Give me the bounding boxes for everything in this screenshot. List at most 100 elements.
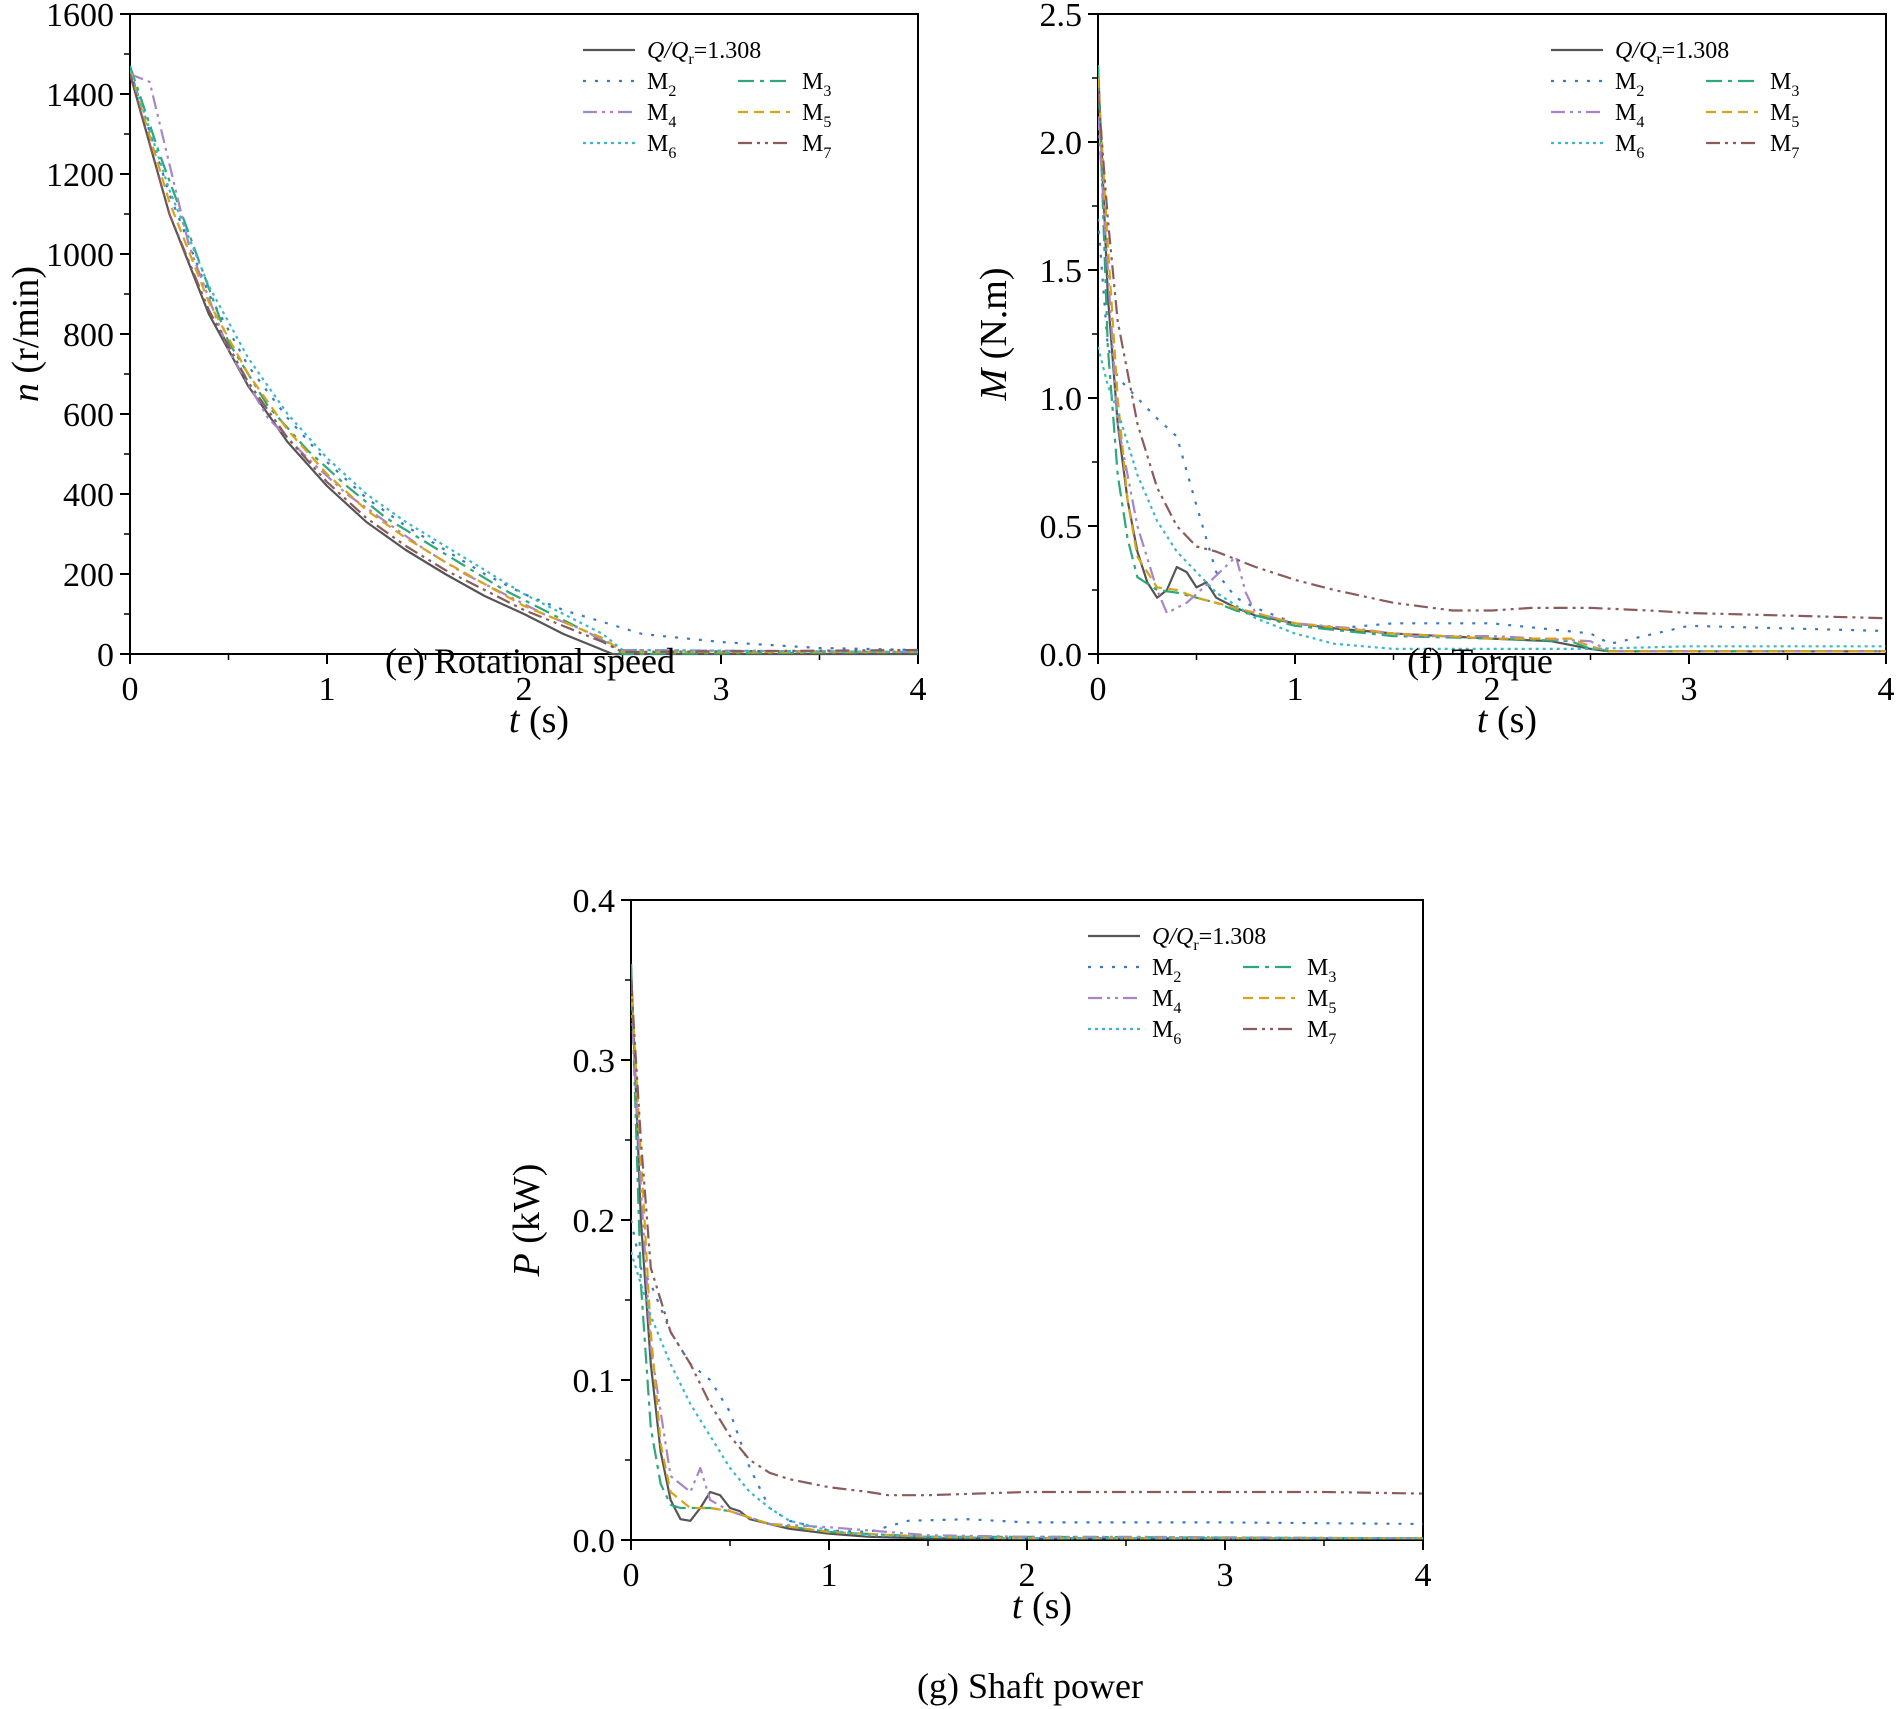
y-tick-label: 800: [63, 317, 114, 354]
y-tick-label: 2.5: [1040, 0, 1083, 34]
torque-chart-svg: 0 1 2 3 4 0.0 0.5 1.0 1.5 2.0 2.5 t (s) M (N.m) Q/Qr=…: [973, 0, 1895, 741]
y-tick-label: 200: [63, 557, 114, 594]
series-line-q: [631, 963, 1423, 1540]
y-tick-label: 0.0: [573, 1523, 616, 1560]
chart-panel-torque: 0 1 2 3 4 0.0 0.5 1.0 1.5 2.0 2.5 t (s) M (N.m) Q/Qr=…: [960, 0, 1900, 760]
legend-label-m2: M2: [1152, 955, 1181, 986]
y-tick-label: 0: [97, 637, 114, 674]
y-axis-title: n (r/min): [5, 266, 47, 402]
legend-label-m6: M6: [1615, 131, 1644, 162]
legend-label-m7: M7: [1770, 131, 1799, 162]
series-line-m7: [1098, 90, 1887, 620]
legend-label-m4: M4: [1152, 986, 1181, 1017]
y-tick-label: 1.0: [1040, 381, 1083, 418]
series-line-m2: [1098, 218, 1887, 645]
series-line-m3: [1098, 65, 1886, 653]
series-group: [631, 963, 1424, 1540]
y-axis-title: M (N.m): [973, 268, 1015, 402]
y-tick-label: 1.5: [1040, 253, 1083, 290]
y-tick-label: 0.0: [1040, 637, 1083, 674]
caption-torque: (f) Torque: [1407, 641, 1553, 681]
legend-label-m5: M5: [1770, 100, 1799, 131]
caption-power: (g) Shaft power: [917, 1666, 1143, 1706]
plot-frame: [630, 899, 1424, 1541]
x-tick-label: 1: [1287, 671, 1304, 708]
series-line-m3: [130, 65, 919, 656]
series-line-m7: [631, 979, 1424, 1497]
y-tick-label: 1600: [46, 0, 114, 34]
series-line-m5: [631, 979, 1423, 1540]
plot-frame: [1097, 13, 1887, 655]
series-group: [1098, 65, 1887, 653]
series-group: [130, 65, 919, 656]
series-line-m6: [130, 69, 919, 654]
speed-chart-svg: 0 1 2 3 4 0 200 400 600 800 1000 1200 1400 1600 t (s) n…: [5, 0, 927, 741]
series-line-m7: [130, 73, 919, 654]
y-tick-label: 1200: [46, 157, 114, 194]
legend-label-m2: M2: [647, 69, 676, 100]
series-line-m2: [130, 69, 919, 652]
series-line-m4: [1098, 116, 1886, 653]
y-tick-label: 0.5: [1040, 509, 1083, 546]
series-line-m6: [1098, 346, 1886, 651]
y-tick-label: 1400: [46, 77, 114, 114]
series-line-m3: [631, 963, 1424, 1540]
x-tick-label: 2: [1019, 1557, 1036, 1594]
legend-label-q: Q/Qr=1.308: [647, 38, 761, 68]
legend-label-m2: M2: [1615, 69, 1644, 100]
series-line-m6: [631, 1251, 1423, 1540]
legend-label-m3: M3: [1770, 69, 1799, 100]
plot-frame: [129, 13, 919, 655]
x-tick-label: 3: [1217, 1557, 1234, 1594]
y-tick-label: 1000: [46, 237, 114, 274]
x-tick-label: 0: [122, 671, 139, 708]
legend-label-m3: M3: [802, 69, 831, 100]
x-axis-title: t (s): [509, 699, 569, 741]
legend-label-m7: M7: [802, 131, 831, 162]
legend-label-m5: M5: [1307, 986, 1336, 1017]
y-tick-label: 0.2: [573, 1203, 616, 1240]
x-tick-label: 0: [623, 1557, 640, 1594]
y-tick-label: 600: [63, 397, 114, 434]
series-line-m5: [1098, 77, 1886, 653]
legend-label-m7: M7: [1307, 1017, 1336, 1048]
y-axis-title: P (kW): [506, 1164, 548, 1278]
series-line-m4: [631, 995, 1424, 1540]
x-tick-label: 4: [1415, 1557, 1432, 1594]
power-chart-svg: 0 1 2 3 4 0.0 0.1 0.2 0.3 0.4 t (s) P (kW) Q/Qr=1.30…: [506, 883, 1432, 1627]
x-tick-label: 3: [1681, 671, 1698, 708]
legend-label-m3: M3: [1307, 955, 1336, 986]
legend-label-m6: M6: [1152, 1017, 1181, 1048]
chart-panel-power: 0 1 2 3 4 0.0 0.1 0.2 0.3 0.4 t (s) P (kW) Q/Qr=1.30…: [504, 883, 1444, 1645]
legend-label-m6: M6: [647, 131, 676, 162]
x-tick-label: 4: [1878, 671, 1895, 708]
x-tick-label: 0: [1090, 671, 1107, 708]
chart-panel-speed: 0 1 2 3 4 0 200 400 600 800 1000 1200 1400 1600 t (s) n…: [0, 0, 940, 760]
series-line-m4: [130, 72, 919, 654]
caption-speed: (e) Rotational speed: [385, 641, 675, 681]
series-line-m2: [631, 1219, 1424, 1534]
y-tick-label: 0.1: [573, 1363, 616, 1400]
series-line-q: [1098, 65, 1886, 653]
legend-label-m5: M5: [802, 100, 831, 131]
legend-label-m4: M4: [1615, 100, 1644, 131]
legend-label-m4: M4: [647, 100, 676, 131]
x-tick-label: 1: [319, 671, 336, 708]
y-tick-label: 0.4: [573, 883, 616, 920]
x-tick-label: 2: [516, 671, 533, 708]
y-tick-label: 400: [63, 477, 114, 514]
y-tick-label: 2.0: [1040, 125, 1083, 162]
x-tick-label: 3: [713, 671, 730, 708]
y-tick-label: 0.3: [573, 1043, 616, 1080]
x-tick-label: 2: [1484, 671, 1501, 708]
legend-label-q: Q/Qr=1.308: [1152, 924, 1266, 954]
series-line-q: [130, 73, 918, 656]
x-tick-label: 4: [910, 671, 927, 708]
x-axis-title: t (s): [1012, 1585, 1072, 1627]
x-tick-label: 1: [821, 1557, 838, 1594]
x-axis-title: t (s): [1477, 699, 1537, 741]
series-line-m5: [130, 69, 918, 654]
